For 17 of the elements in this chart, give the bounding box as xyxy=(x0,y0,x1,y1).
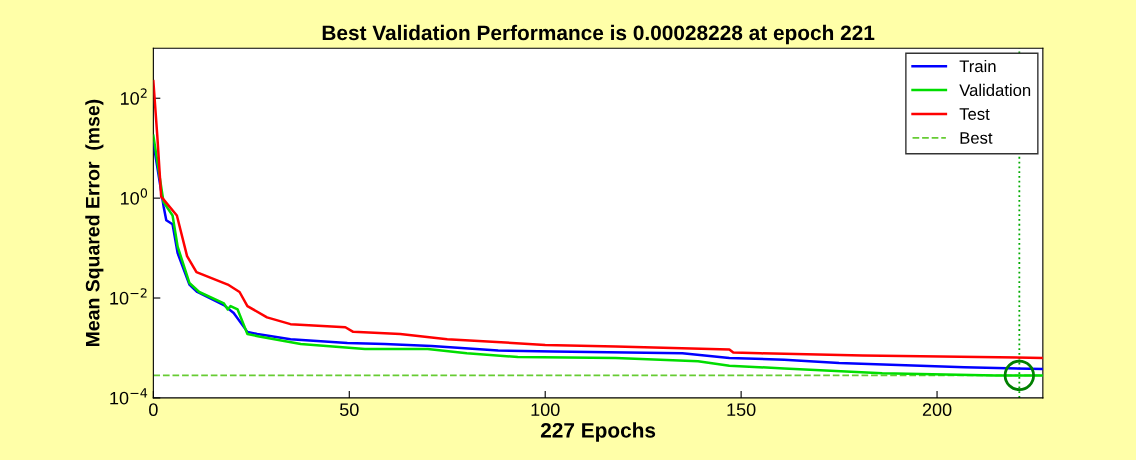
x-tick-label: 0 xyxy=(149,403,158,417)
x-tick-label: 100 xyxy=(531,403,560,417)
x-tick-label: 150 xyxy=(727,403,756,417)
y-tick-label: 10$^{−4}$ xyxy=(110,388,148,405)
legend-label: Best xyxy=(960,132,993,144)
x-tick-label: 200 xyxy=(922,403,952,417)
legend-label: Train xyxy=(959,59,996,73)
line-series xyxy=(153,79,1043,360)
y-tick-label: 10$^{0}$ xyxy=(120,188,148,205)
x-tick-label: 50 xyxy=(339,403,359,417)
y-tick-label: 10$^{2}$ xyxy=(120,88,147,105)
x-axis-title: 227 Epochs xyxy=(540,422,656,442)
legend-label: Test xyxy=(959,108,990,120)
chart-title: Best Validation Performance is 0.00028228 at epoch 221 xyxy=(322,24,875,45)
y-axis-title: Mean Squared Error (mse) xyxy=(85,99,104,347)
legend-label: Validation xyxy=(959,83,1031,97)
y-tick-label: 10$^{−2}$ xyxy=(110,288,147,305)
